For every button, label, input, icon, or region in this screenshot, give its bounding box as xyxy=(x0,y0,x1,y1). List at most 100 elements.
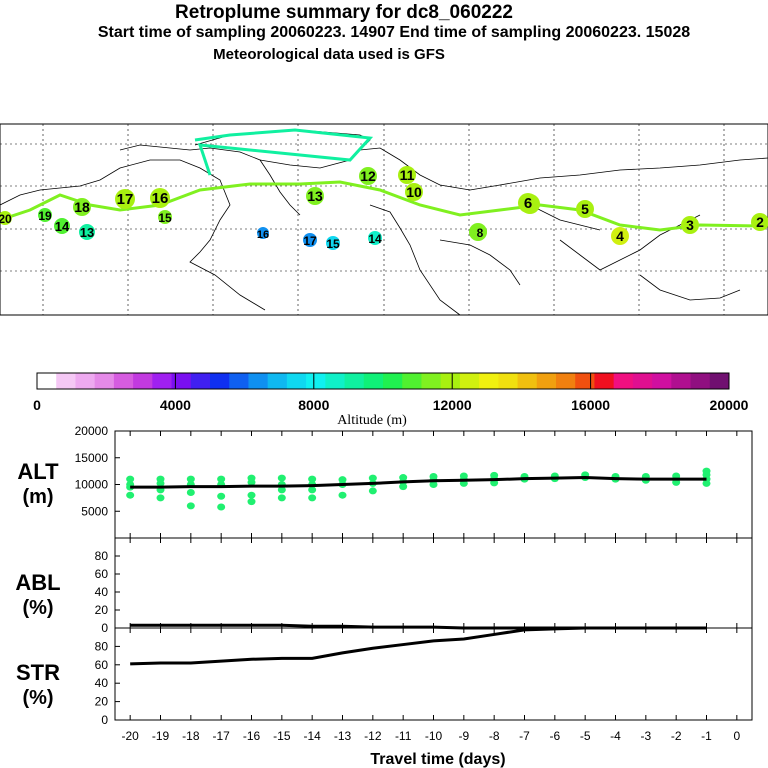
colorbar-swatch xyxy=(306,373,326,389)
map-graticule xyxy=(0,124,768,315)
y-tick-label: 40 xyxy=(95,585,109,599)
day-marker-dot xyxy=(54,218,70,234)
altitude-point xyxy=(277,494,286,502)
day-marker-text: 5 xyxy=(581,201,589,217)
y-tick-label: 5000 xyxy=(81,504,108,518)
day-marker-text: 4 xyxy=(616,228,624,244)
altitude-point xyxy=(277,474,286,482)
colorbar-swatch xyxy=(402,373,422,389)
map-day-label: 15 xyxy=(326,236,340,251)
map-day-label: 10 xyxy=(405,183,423,201)
time-series-panels: 2000015000100005000ALT(m)806040200ABL(%)… xyxy=(15,424,753,768)
map-day-label: 15 xyxy=(158,210,172,225)
colorbar-swatch xyxy=(37,373,57,389)
colorbar-swatch xyxy=(479,373,499,389)
panel-abl: 80 60 40 20 0 ABL(%) xyxy=(15,537,753,635)
day-marker-dot xyxy=(681,216,699,234)
x-tick-label: -9 xyxy=(458,729,469,743)
colorbar-swatch xyxy=(113,373,134,389)
day-marker-text: 11 xyxy=(400,167,415,183)
y-tick-label: 20000 xyxy=(75,424,109,438)
day-marker-dot xyxy=(158,210,172,224)
map-day-labels: 2019181716151413121110987654321716151413 xyxy=(0,166,768,251)
day-marker-dot xyxy=(405,183,423,201)
x-tick-label: -6 xyxy=(549,729,560,743)
day-marker-text: 16 xyxy=(152,190,169,207)
altitude-point xyxy=(186,489,195,497)
map-day-label: 17 xyxy=(115,189,135,209)
map-day-label: 16 xyxy=(150,188,170,208)
altitude-point xyxy=(186,502,195,510)
x-tick-label: -15 xyxy=(273,729,291,743)
x-tick-label: -2 xyxy=(671,729,682,743)
colorbar-swatch xyxy=(536,373,557,389)
colorbar-swatch xyxy=(594,373,615,389)
x-tick-label: -20 xyxy=(121,729,139,743)
y-tick-label: 15000 xyxy=(75,451,109,465)
altitude-point xyxy=(308,475,317,483)
y-tick-label: 20 xyxy=(95,695,109,709)
day-marker-dot xyxy=(368,231,382,245)
day-marker-text: 3 xyxy=(686,217,694,233)
colorbar-swatch xyxy=(556,373,576,389)
y-tick-label: 10000 xyxy=(75,478,109,492)
x-tick-label: -19 xyxy=(152,729,170,743)
day-marker-dot xyxy=(73,198,91,216)
colorbar-swatch xyxy=(459,373,480,389)
x-tick-label: -14 xyxy=(303,729,321,743)
y-tick-label: 20 xyxy=(95,603,109,617)
colorbar-tick: 0 xyxy=(33,397,41,413)
colorbar-swatch xyxy=(383,373,403,389)
map-day-label: 13 xyxy=(79,224,95,240)
x-tick-label: -1 xyxy=(701,729,712,743)
map-day-label: 14 xyxy=(54,218,70,234)
altitude-point xyxy=(126,491,135,499)
day-marker-text: 15 xyxy=(158,211,172,225)
panel-frame xyxy=(114,537,753,629)
day-marker-dot xyxy=(79,224,95,240)
panel-label: ABL xyxy=(15,570,60,595)
colorbar-tick: 20000 xyxy=(710,397,749,413)
day-marker-text: 13 xyxy=(80,225,94,240)
x-tick-label: 0 xyxy=(733,729,740,743)
x-axis-label: Travel time (days) xyxy=(370,751,505,768)
y-tick-label: 0 xyxy=(101,713,108,727)
altitude-point xyxy=(368,487,377,495)
colorbar-swatch xyxy=(171,373,192,389)
x-tick-label: -17 xyxy=(212,729,230,743)
day-marker-dot xyxy=(576,200,594,218)
day-marker-dot xyxy=(751,213,768,231)
day-marker-dot xyxy=(359,167,377,185)
day-marker-dot xyxy=(611,227,629,245)
met-data-note: Meteorological data used is GFS xyxy=(213,46,445,63)
day-marker-dot xyxy=(473,225,487,239)
x-tick-label: -13 xyxy=(334,729,352,743)
day-marker-dot xyxy=(398,166,416,184)
colorbar-swatch xyxy=(286,373,307,389)
day-marker-text: 16 xyxy=(257,229,269,241)
y-tick-label: 40 xyxy=(95,676,109,690)
map-day-label: 8 xyxy=(473,225,487,240)
map-day-label: 11 xyxy=(398,166,416,184)
x-tick-label: -12 xyxy=(364,729,382,743)
map-day-label: 12 xyxy=(359,167,377,185)
altitude-point xyxy=(126,475,135,483)
colorbar-swatch xyxy=(133,373,153,389)
altitude-point xyxy=(247,498,256,506)
x-tick-label: -18 xyxy=(182,729,200,743)
colorbar-swatch xyxy=(440,373,461,389)
panel-alt: 20000 15000 10000 5000 ALT(m) xyxy=(17,424,753,539)
altitude-point xyxy=(338,476,347,484)
day-marker-text: 14 xyxy=(55,219,70,234)
colorbar-swatch xyxy=(652,373,672,389)
colorbar-swatch xyxy=(210,373,230,389)
altitude-point xyxy=(247,491,256,499)
y-tick-label: 60 xyxy=(95,567,109,581)
day-marker-dot xyxy=(257,227,269,239)
x-tick-label: -3 xyxy=(640,729,651,743)
altitude-colorbar xyxy=(36,372,730,390)
colorbar-swatch xyxy=(75,373,96,389)
panel-label: STR xyxy=(16,660,60,685)
